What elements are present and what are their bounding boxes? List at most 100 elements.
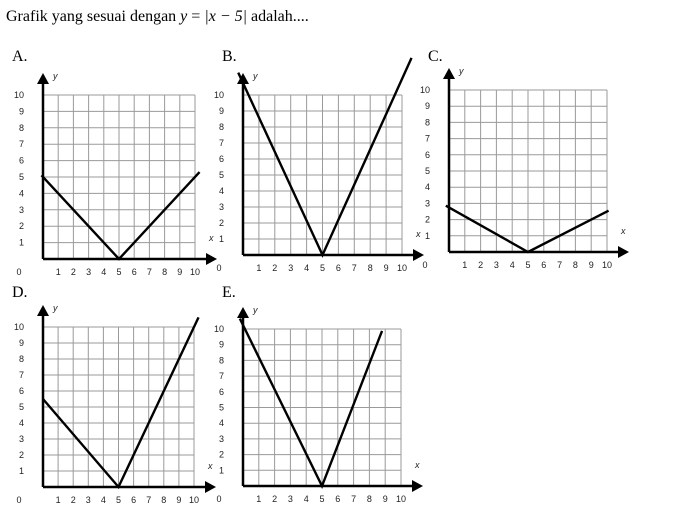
y-axis-arrow-icon [37, 73, 49, 84]
y-tick-label: 3 [425, 198, 430, 208]
x-axis-arrow-icon [206, 253, 217, 265]
y-tick-label: 6 [19, 156, 24, 166]
function-graph-line [445, 204, 610, 254]
x-tick-label: 9 [384, 263, 389, 273]
y-tick-label: 10 [214, 324, 224, 334]
x-axis-arrow-icon [413, 249, 424, 261]
y-tick-label: 5 [19, 172, 24, 182]
x-tick-label: 10 [397, 263, 407, 273]
function-graph-line [238, 318, 384, 489]
y-tick-label: 9 [219, 106, 224, 116]
y-axis-name: y [252, 71, 258, 81]
x-tick-label: 8 [367, 494, 372, 504]
x-axis-arrow-icon [205, 481, 216, 493]
x-tick-label: 7 [351, 494, 356, 504]
x-tick-label: 5 [525, 260, 530, 270]
x-tick-label: 7 [146, 495, 151, 505]
option-e-label[interactable]: E. [222, 284, 236, 301]
y-tick-label: 3 [19, 205, 24, 215]
y-tick-label: 8 [219, 122, 224, 132]
x-tick-label: 4 [101, 495, 106, 505]
y-axis-name: y [458, 66, 464, 76]
x-tick-label: 1 [256, 494, 261, 504]
y-tick-label: 8 [425, 117, 430, 127]
x-tick-label: 5 [319, 494, 324, 504]
y-tick-label: 6 [219, 154, 224, 164]
y-tick-label: 3 [19, 434, 24, 444]
y-tick-label: 5 [425, 166, 430, 176]
x-tick-label: 3 [288, 263, 293, 273]
y-tick-label: 8 [19, 354, 24, 364]
y-tick-label: 1 [219, 465, 224, 475]
x-tick-label: 3 [86, 267, 91, 277]
x-tick-label: 9 [589, 260, 594, 270]
function-graph-line [42, 316, 200, 490]
y-axis-name: y [52, 303, 58, 313]
y-axis-name: y [252, 305, 258, 315]
x-tick-label: 7 [352, 263, 357, 273]
x-tick-label: 1 [462, 260, 467, 270]
x-tick-label: 5 [320, 263, 325, 273]
y-tick-label: 7 [219, 138, 224, 148]
y-tick-label: 7 [19, 139, 24, 149]
function-graph-line [40, 171, 201, 261]
y-tick-label: 3 [219, 202, 224, 212]
question-text: Grafik yang sesuai dengan y = |x − 5| ad… [6, 8, 309, 26]
function-graph-line [237, 57, 413, 258]
x-tick-label: 4 [304, 494, 309, 504]
x-tick-label: 2 [478, 260, 483, 270]
question-abs-expression: |x − 5| [204, 8, 248, 25]
y-tick-label: 6 [425, 150, 430, 160]
y-tick-label: 5 [219, 170, 224, 180]
x-tick-label: 6 [541, 260, 546, 270]
x-tick-label: 5 [116, 495, 121, 505]
x-tick-label: 9 [383, 494, 388, 504]
option-a-label[interactable]: A. [12, 48, 28, 65]
x-axis-name: x [207, 461, 213, 471]
y-tick-label: 2 [219, 450, 224, 460]
x-tick-label: 8 [161, 495, 166, 505]
y-tick-label: 7 [425, 134, 430, 144]
y-tick-label: 2 [19, 221, 24, 231]
origin-label: 0 [422, 260, 427, 270]
y-tick-label: 10 [214, 90, 224, 100]
x-tick-label: 3 [494, 260, 499, 270]
x-tick-label: 2 [272, 263, 277, 273]
question-suffix: adalah.... [247, 8, 309, 25]
x-tick-label: 2 [71, 267, 76, 277]
x-tick-label: 7 [147, 267, 152, 277]
y-tick-label: 5 [219, 403, 224, 413]
y-tick-label: 2 [425, 215, 430, 225]
question-var-y: y [180, 8, 188, 25]
y-tick-label: 1 [425, 231, 430, 241]
y-tick-label: 8 [19, 123, 24, 133]
x-tick-label: 3 [86, 495, 91, 505]
x-tick-label: 2 [71, 495, 76, 505]
x-tick-label: 4 [510, 260, 515, 270]
origin-label: 0 [216, 263, 221, 273]
y-tick-label: 4 [19, 188, 24, 198]
y-axis-arrow-icon [37, 305, 49, 316]
y-axis-arrow-icon [443, 68, 455, 79]
y-tick-label: 4 [219, 186, 224, 196]
x-tick-label: 6 [131, 495, 136, 505]
y-tick-label: 4 [219, 418, 224, 428]
y-tick-label: 2 [219, 218, 224, 228]
y-tick-label: 4 [425, 182, 430, 192]
y-tick-label: 9 [19, 338, 24, 348]
question-prefix: Grafik yang sesuai dengan [6, 8, 181, 25]
y-tick-label: 6 [19, 386, 24, 396]
y-tick-label: 5 [19, 402, 24, 412]
y-tick-label: 6 [219, 387, 224, 397]
y-tick-label: 2 [19, 450, 24, 460]
option-c-label[interactable]: C. [428, 48, 443, 65]
option-d-label[interactable]: D. [12, 284, 28, 301]
y-tick-label: 1 [19, 466, 24, 476]
option-b-label[interactable]: B. [222, 48, 237, 65]
question-equals: = [187, 8, 205, 25]
